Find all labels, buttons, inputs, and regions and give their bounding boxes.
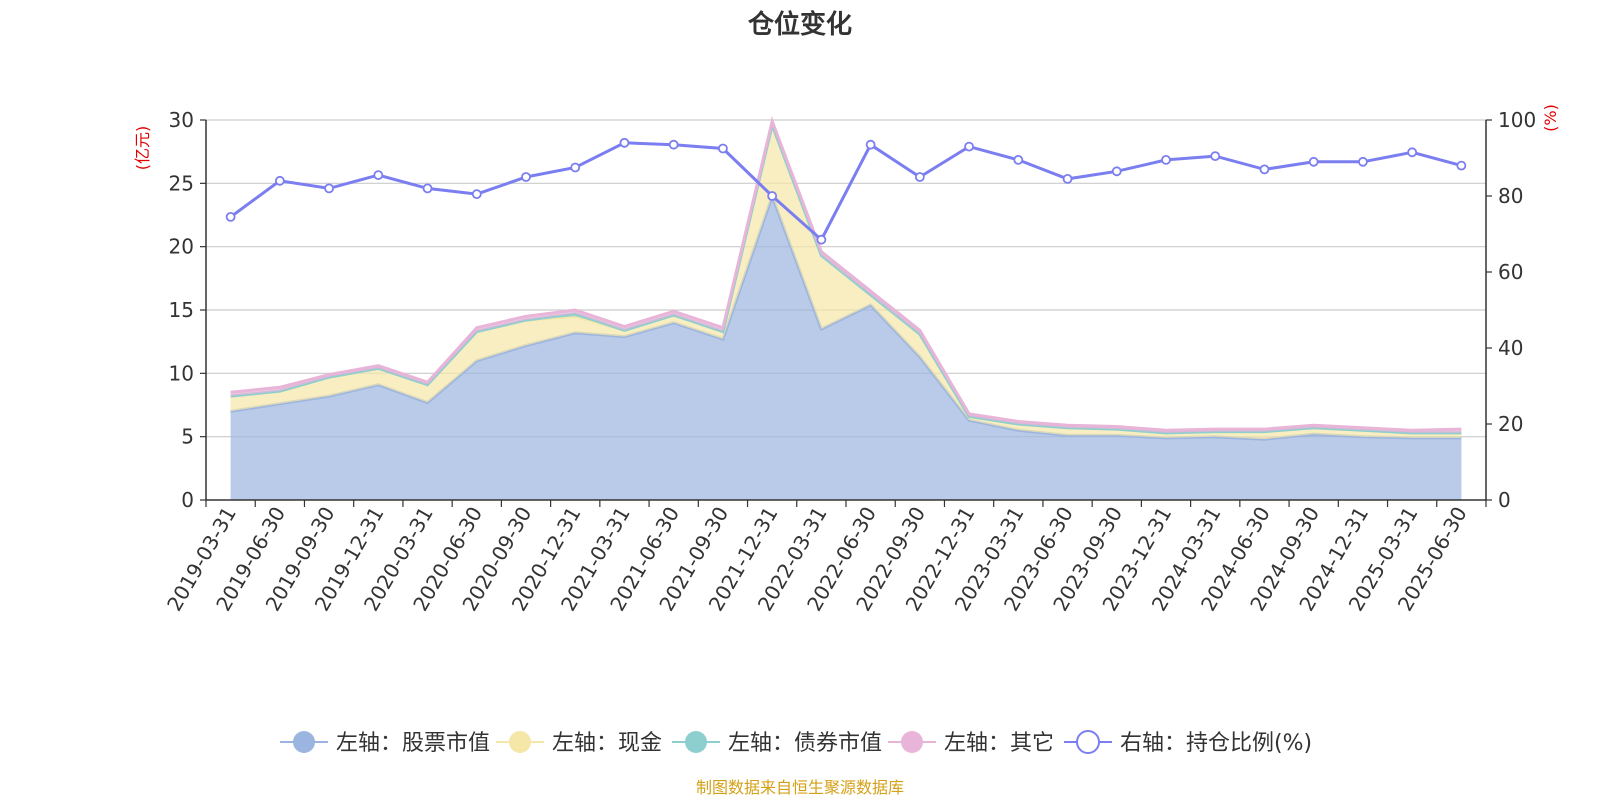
ratio-point[interactable] [521,172,531,182]
legend-item[interactable]: 左轴：股票市值 [280,731,490,756]
ratio-point[interactable] [1062,173,1073,184]
area-edge-左轴：其它 [230,116,1462,432]
left-tick-label: 0 [181,488,194,512]
ratio-point[interactable] [1407,147,1418,158]
left-tick-label: 15 [169,298,194,322]
legend-marker [509,731,531,753]
legend-label: 右轴：持仓比例(%) [1120,731,1312,756]
ratio-point[interactable] [865,139,876,150]
ratio-point[interactable] [373,170,384,181]
legend-item[interactable]: 左轴：其它 [888,731,1054,756]
legend-marker [293,731,315,753]
ratio-point[interactable] [471,189,482,200]
ratio-point[interactable] [668,139,679,150]
ratio-point[interactable] [718,143,728,154]
left-axis-unit: (亿元) [133,126,152,171]
ratio-point[interactable] [1259,164,1270,175]
ratio-point[interactable] [1111,166,1122,177]
right-axis-unit: (%) [1541,104,1560,132]
left-tick-label: 30 [169,108,194,132]
legend-label: 左轴：其它 [944,731,1054,756]
ratio-point[interactable] [1456,160,1467,171]
legend-marker [1076,730,1100,754]
ratio-point[interactable] [422,183,433,194]
right-tick-label: 80 [1498,184,1523,208]
ratio-point[interactable] [1358,156,1368,167]
left-tick-label: 20 [169,235,194,259]
ratio-point[interactable] [225,211,236,222]
ratio-point[interactable] [914,172,925,182]
chart-title: 仓位变化 [747,9,852,40]
area-series [230,116,1462,500]
line-series [225,137,1467,245]
legend: 左轴：股票市值 左轴：现金 左轴：债券市值 左轴：其它 右轴：持仓比例(%) [280,730,1312,756]
right-tick-label: 60 [1498,260,1523,284]
ratio-point[interactable] [1161,154,1171,165]
source-note: 制图数据来自恒生聚源数据库 [696,778,904,797]
right-tick-label: 40 [1498,336,1523,360]
area-fill-左轴：现金 [230,125,1462,440]
right-tick-label: 20 [1498,412,1523,436]
legend-label: 左轴：现金 [552,731,662,756]
legend-label: 左轴：股票市值 [336,731,490,756]
ratio-point[interactable] [274,175,285,186]
right-tick-label: 100 [1498,108,1536,132]
legend-marker [685,731,707,753]
right-tick-label: 0 [1498,488,1511,512]
ratio-point[interactable] [324,183,334,194]
ratio-point[interactable] [619,137,630,148]
ratio-line [229,141,1462,243]
legend-label: 左轴：债券市值 [728,731,882,756]
area-fill-左轴：股票市值 [230,196,1462,500]
ratio-point[interactable] [964,141,974,152]
left-tick-label: 5 [181,425,194,449]
legend-marker [901,731,923,753]
left-tick-label: 25 [169,171,194,195]
ratio-point[interactable] [1210,151,1221,162]
legend-item[interactable]: 左轴：现金 [496,731,662,756]
ratio-point[interactable] [1308,156,1319,167]
legend-item[interactable]: 左轴：债券市值 [672,731,882,756]
legend-item[interactable]: 右轴：持仓比例(%) [1064,730,1312,756]
ratio-point[interactable] [767,191,778,201]
left-tick-label: 10 [169,361,194,385]
ratio-point[interactable] [1013,154,1024,165]
ratio-point[interactable] [816,234,827,245]
ratio-point[interactable] [570,162,581,173]
